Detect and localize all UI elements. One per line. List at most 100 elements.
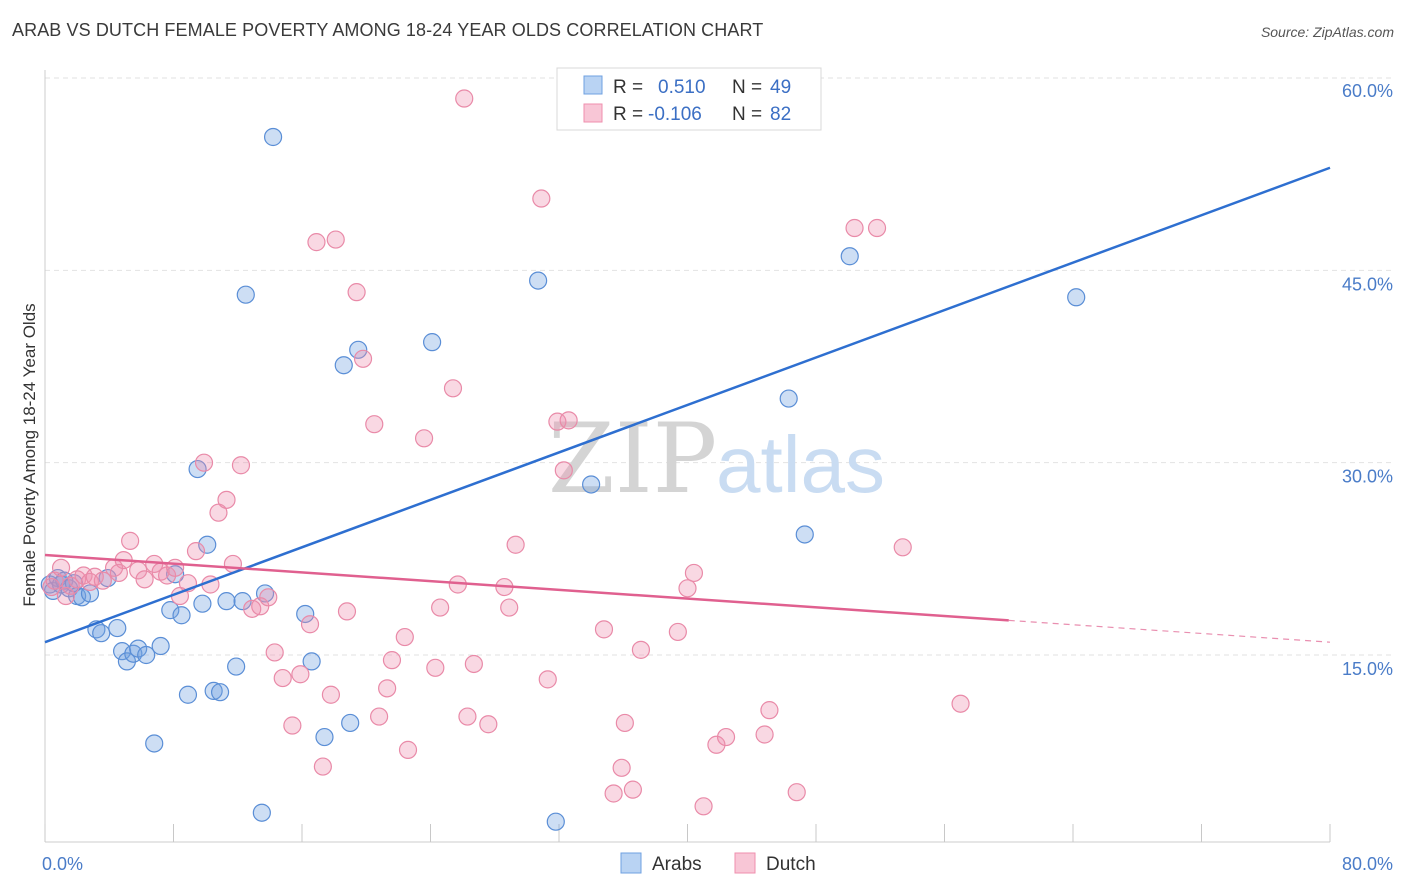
axes: 0.0% 80.0%	[42, 70, 1393, 874]
data-point-dutch	[506, 535, 525, 554]
x-tick-label: 0.0%	[42, 854, 83, 874]
source-credit: Source: ZipAtlas.com	[1260, 24, 1394, 40]
data-point-dutch	[259, 588, 278, 607]
y-tick-label: 60.0%	[1342, 81, 1393, 101]
gridlines: 15.0% 30.0% 45.0% 60.0%	[45, 77, 1395, 679]
data-point-dutch	[209, 503, 228, 522]
series-legend: Arabs Dutch	[620, 852, 816, 875]
data-point-arabs	[795, 525, 814, 544]
data-point-dutch	[300, 615, 320, 634]
data-point-dutch	[458, 707, 477, 726]
bottom-legend-dutch: Dutch	[766, 854, 816, 875]
data-point-arabs	[349, 340, 368, 359]
legend-dutch-r-label: R =	[613, 104, 643, 125]
data-point-arabs	[198, 535, 217, 554]
trend-line-arabs	[44, 166, 1331, 644]
data-point-arabs	[296, 604, 315, 624]
legend-dutch-swatch	[583, 103, 603, 123]
data-point-dutch	[845, 218, 864, 238]
data-point-dutch	[538, 670, 557, 689]
data-point-dutch	[186, 542, 206, 561]
chart-title: ARAB VS DUTCH FEMALE POVERTY AMONG 18-24…	[12, 20, 764, 40]
watermark-zip: ZIP	[548, 403, 717, 515]
data-point-arabs	[252, 803, 271, 822]
data-point-dutch	[694, 797, 713, 816]
data-point-arabs	[334, 356, 353, 375]
bottom-legend-dutch-swatch	[734, 852, 756, 874]
data-point-dutch	[532, 189, 551, 208]
data-point-dutch	[893, 538, 912, 557]
data-point-dutch	[231, 456, 251, 475]
data-point-dutch	[398, 740, 418, 759]
data-point-arabs	[227, 657, 246, 676]
data-point-arabs	[315, 727, 334, 747]
y-tick-label: 15.0%	[1342, 659, 1393, 679]
data-point-arabs	[1067, 288, 1086, 307]
watermark: ZIP atlas	[548, 403, 885, 515]
data-point-dutch	[479, 715, 498, 734]
data-point-dutch	[265, 643, 284, 662]
data-point-arabs	[423, 333, 442, 352]
data-point-dutch	[678, 579, 697, 598]
data-point-arabs	[236, 285, 255, 304]
data-point-dutch	[321, 685, 341, 704]
data-point-dutch	[594, 620, 614, 639]
data-point-dutch	[166, 558, 185, 577]
data-point-arabs	[529, 271, 548, 290]
data-point-dutch	[464, 654, 483, 674]
data-point-dutch	[283, 716, 302, 735]
series-dutch	[42, 89, 970, 816]
data-point-arabs	[137, 645, 156, 665]
data-point-dutch	[370, 707, 389, 726]
data-point-dutch	[307, 233, 326, 252]
data-point-dutch	[414, 429, 434, 448]
watermark-atlas: atlas	[716, 420, 885, 509]
data-point-dutch	[326, 230, 345, 249]
data-point-arabs	[302, 652, 321, 671]
data-point-dutch	[716, 727, 736, 747]
data-point-dutch	[455, 89, 474, 108]
legend-dutch-n-value: 82	[770, 104, 791, 125]
trend-extension-dutch	[1008, 619, 1331, 643]
data-point-arabs	[172, 606, 191, 625]
data-point-dutch	[93, 571, 112, 590]
trend-line-dutch	[44, 553, 1009, 622]
data-point-dutch	[951, 694, 970, 713]
data-point-arabs	[217, 592, 236, 611]
data-point-dutch	[604, 784, 623, 803]
legend-arabs-n-value: 49	[770, 77, 791, 98]
data-point-dutch	[631, 640, 651, 659]
data-point-arabs	[210, 683, 230, 702]
data-point-arabs	[108, 618, 127, 638]
data-point-dutch	[443, 379, 463, 398]
data-point-dutch	[121, 531, 140, 550]
x-tick-label: 80.0%	[1342, 854, 1393, 874]
data-point-dutch	[500, 598, 519, 617]
data-point-dutch	[867, 218, 887, 238]
data-point-arabs	[546, 812, 565, 831]
data-point-arabs	[840, 247, 859, 266]
data-point-arabs	[193, 594, 212, 613]
y-tick-label: 30.0%	[1342, 467, 1393, 487]
data-point-dutch	[707, 735, 726, 754]
data-point-dutch	[353, 349, 373, 368]
y-tick-label: 45.0%	[1342, 274, 1393, 294]
data-point-dutch	[554, 461, 573, 480]
data-point-dutch	[313, 757, 332, 776]
data-point-dutch	[395, 627, 414, 647]
bottom-legend-arabs: Arabs	[652, 854, 702, 875]
data-point-dutch	[378, 679, 397, 698]
data-point-dutch	[623, 780, 642, 799]
legend-arabs-r-value: 0.510	[658, 77, 706, 98]
data-point-arabs	[233, 592, 252, 611]
data-point-dutch	[684, 563, 704, 583]
data-point-dutch	[291, 665, 310, 684]
data-point-dutch	[612, 758, 631, 777]
data-point-dutch	[760, 701, 779, 720]
data-point-arabs	[779, 389, 798, 408]
data-point-dutch	[273, 668, 292, 688]
data-point-arabs	[263, 127, 283, 147]
data-point-arabs	[145, 734, 164, 753]
data-point-arabs	[341, 713, 360, 733]
